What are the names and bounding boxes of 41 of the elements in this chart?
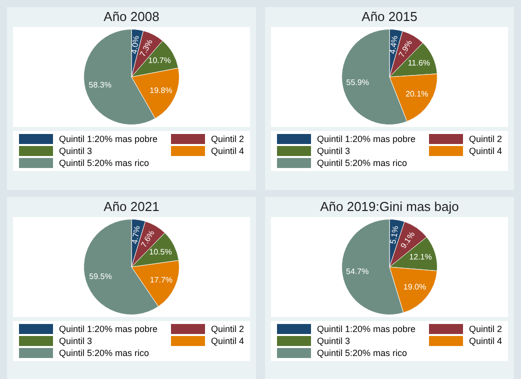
legend-label: Quintil 5:20% mas rico <box>59 348 150 358</box>
data-label: 54.7% <box>346 266 369 276</box>
legend-label: Quintil 3 <box>317 146 350 156</box>
chart-title: Año 2019:Gini mas bajo <box>319 199 460 216</box>
data-label: 4.7% <box>130 225 142 245</box>
legend-label: Quintil 3 <box>59 336 92 346</box>
legend-label: Quintil 2 <box>468 134 502 144</box>
legend-label: Quintil 4 <box>210 146 244 156</box>
legend-label: Quintil 2 <box>468 324 502 334</box>
chart-title: Año 2015 <box>360 9 418 26</box>
legend-label: Quintil 4 <box>468 146 502 156</box>
legend-label: Quintil 5:20% mas rico <box>317 158 408 168</box>
data-label: 19.0% <box>403 282 426 292</box>
data-label: 20.1% <box>406 90 428 99</box>
chart-title: Año 2021 <box>102 199 160 216</box>
legend-label: Quintil 1:20% mas pobre <box>59 324 158 334</box>
data-label: 4.4% <box>388 35 400 54</box>
legend-label: Quintil 3 <box>317 336 350 346</box>
legend-label: Quintil 3 <box>59 146 92 156</box>
data-label: 17.7% <box>150 275 173 284</box>
data-label: 55.9% <box>346 78 369 88</box>
data-label: 58.3% <box>88 80 112 90</box>
legend-label: Quintil 2 <box>210 134 244 144</box>
data-label: 5.1% <box>388 225 400 245</box>
legend-label: Quintil 1:20% mas pobre <box>59 134 158 144</box>
data-label: 59.5% <box>89 272 112 281</box>
legend-label: Quintil 4 <box>468 336 502 346</box>
chart-title: Año 2008 <box>102 9 160 26</box>
data-label: 19.8% <box>150 86 172 95</box>
data-label: 7.3% <box>138 38 154 58</box>
data-label: 12.1% <box>409 252 432 262</box>
legend-label: Quintil 4 <box>210 336 244 346</box>
data-label: 4.0% <box>130 35 141 54</box>
data-label: 10.7% <box>148 56 171 65</box>
legend-label: Quintil 2 <box>210 324 244 334</box>
legend-label: Quintil 1:20% mas pobre <box>317 324 416 334</box>
legend-label: Quintil 1:20% mas pobre <box>317 134 416 144</box>
data-label: 11.6% <box>408 58 430 68</box>
data-label: 10.5% <box>149 248 172 257</box>
legend-label: Quintil 5:20% mas rico <box>59 158 150 168</box>
legend-label: Quintil 5:20% mas rico <box>317 348 408 358</box>
